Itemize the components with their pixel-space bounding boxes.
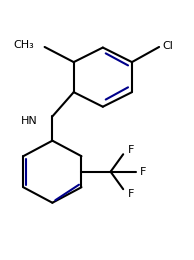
Text: F: F — [128, 145, 134, 155]
Text: F: F — [128, 189, 134, 199]
Text: Cl: Cl — [163, 41, 173, 51]
Text: F: F — [140, 167, 146, 177]
Text: HN: HN — [21, 116, 38, 126]
Text: CH₃: CH₃ — [13, 40, 34, 50]
